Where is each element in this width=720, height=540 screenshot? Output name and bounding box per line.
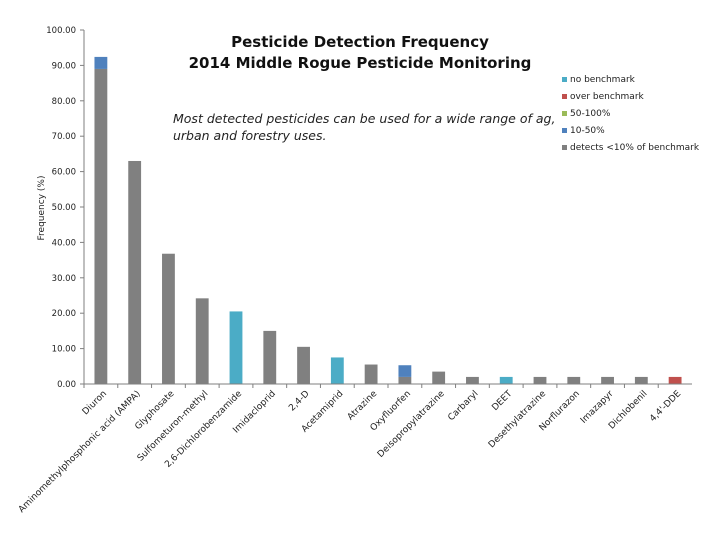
legend-label: 10-50%	[570, 126, 605, 136]
bars	[83, 56, 682, 388]
chart-subtitle: 2014 Middle Rogue Pesticide Monitoring	[189, 54, 532, 72]
bar	[634, 376, 648, 384]
bar	[94, 68, 108, 384]
y-tick-label: 40.00	[52, 238, 76, 248]
y-tick-label: 50.00	[52, 203, 76, 213]
legend-swatch	[562, 77, 567, 82]
category-label: Atrazine	[346, 389, 380, 423]
category-label: 2,4-D	[287, 389, 311, 413]
bar	[398, 365, 412, 377]
category-label: 4,4'-DDE	[648, 389, 683, 424]
y-tick-label: 100.00	[46, 26, 76, 36]
bar	[533, 376, 547, 384]
y-tick-label: 30.00	[52, 274, 76, 284]
bar	[668, 376, 682, 384]
bar	[567, 376, 581, 384]
bar	[94, 56, 108, 69]
category-label: Desethylatrazine	[487, 389, 548, 450]
y-tick-label: 80.00	[52, 97, 76, 107]
y-tick-label: 20.00	[52, 309, 76, 319]
legend-swatch	[562, 128, 567, 133]
bar	[499, 376, 513, 384]
category-label: DEET	[490, 389, 514, 413]
legend: no benchmark over benchmark 50-100% 10-50% d…	[562, 75, 700, 153]
category-label: Deisopropylatrazine	[376, 389, 447, 460]
bar	[195, 298, 209, 384]
legend-label: no benchmark	[570, 75, 636, 85]
category-label: Aminomethylphosphonic acid (AMPA)	[17, 389, 143, 515]
bar	[229, 311, 243, 384]
category-label: Carbaryl	[446, 389, 480, 423]
y-tick-label: 10.00	[52, 345, 76, 355]
bar	[364, 364, 378, 384]
bar	[162, 253, 175, 384]
y-tick-label: 70.00	[52, 132, 76, 142]
y-tick-label: 0.00	[57, 380, 76, 390]
bar	[398, 376, 412, 384]
bar	[297, 346, 310, 384]
y-axis-ticks: 0.00 10.00 20.00 30.00 40.00 50.00 60.00 70.00 8…	[46, 26, 85, 390]
legend-swatch	[562, 145, 567, 150]
bar	[466, 376, 479, 384]
legend-swatch	[562, 94, 567, 99]
bar	[263, 330, 277, 384]
bar	[128, 160, 142, 384]
annotation-line-2: urban and forestry uses.	[173, 128, 326, 143]
y-axis-label: Frequency (%)	[37, 176, 47, 241]
bar	[432, 371, 446, 384]
legend-swatch	[562, 111, 567, 116]
bar	[601, 376, 614, 384]
category-label: Diuron	[81, 389, 109, 417]
y-tick-label: 60.00	[52, 168, 76, 178]
annotation-line-1: Most detected pesticides can be used for…	[173, 111, 555, 126]
chart-title: Pesticide Detection Frequency	[231, 33, 489, 51]
legend-label: 50-100%	[570, 109, 611, 119]
bar	[330, 357, 344, 384]
y-tick-label: 90.00	[52, 61, 76, 71]
legend-label: over benchmark	[570, 92, 645, 102]
legend-label: detects <10% of benchmark	[570, 143, 700, 153]
